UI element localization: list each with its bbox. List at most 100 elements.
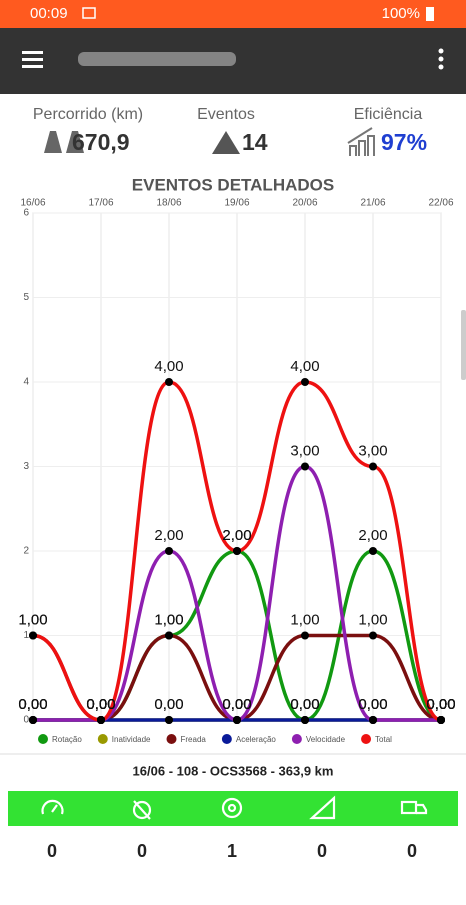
legend-label: Inatividade	[112, 735, 151, 744]
gallery-icon	[82, 7, 96, 19]
data-label: 0,00	[290, 696, 319, 713]
data-label: 0,00	[86, 696, 115, 713]
data-label: 0,00	[358, 696, 387, 713]
status-time: 00:09	[30, 5, 68, 22]
x-tick-label: 17/06	[88, 198, 113, 209]
data-point	[437, 716, 445, 724]
counter-value: 0	[407, 841, 417, 861]
legend-label: Velocidade	[306, 735, 346, 744]
data-label: 0,00	[154, 696, 183, 713]
data-label: 0,00	[154, 696, 183, 713]
data-label: 0,00	[86, 696, 115, 713]
data-label: 0,00	[426, 696, 455, 713]
status-bar	[0, 0, 466, 28]
blurred-title	[78, 52, 236, 66]
legend-swatch	[97, 734, 108, 744]
series-line	[33, 464, 441, 722]
data-label: 0,00	[426, 696, 455, 713]
data-label: 0,00	[86, 696, 115, 713]
stat-value: 14	[242, 129, 268, 155]
stat-value: 670,9	[72, 129, 130, 155]
status-battery: 100%	[382, 5, 420, 22]
data-label: 0,00	[426, 696, 455, 713]
data-label: 1,00	[358, 611, 387, 628]
counter-bar	[8, 791, 458, 826]
data-point	[233, 716, 241, 724]
data-label: 0,00	[290, 696, 319, 713]
data-label: 0,00	[86, 696, 115, 713]
x-tick-label: 18/06	[156, 198, 181, 209]
counter-icons	[41, 795, 428, 820]
data-point	[301, 716, 309, 724]
data-label: 4,00	[154, 358, 183, 375]
data-label: 2,00	[154, 527, 183, 544]
data-point	[369, 462, 377, 471]
data-label: 2,00	[358, 527, 387, 544]
stat-label: Eventos	[197, 106, 255, 123]
y-tick-label: 4	[23, 377, 29, 388]
x-tick-label: 21/06	[360, 198, 385, 209]
data-label: 2,00	[222, 527, 251, 544]
legend-label: Rotação	[52, 735, 82, 744]
more-button[interactable]	[438, 48, 444, 70]
data-label: 1,00	[18, 611, 47, 628]
y-tick-label: 1	[23, 630, 29, 641]
data-point	[97, 716, 105, 724]
counter-value: 1	[227, 841, 237, 861]
trip-info: 16/06 - 108 - OCS3568 - 363,9 km	[133, 763, 334, 778]
counter-value: 0	[317, 841, 327, 861]
data-label: 1,00	[18, 611, 47, 628]
data-label: 0,00	[290, 696, 319, 713]
y-tick-label: 0	[23, 715, 29, 726]
x-tick-label: 16/06	[20, 198, 45, 209]
data-label: 0,00	[18, 696, 47, 713]
data-point	[165, 631, 173, 640]
data-label: 1,00	[290, 611, 319, 628]
legend-label: Aceleração	[236, 735, 277, 744]
data-point	[369, 631, 377, 640]
data-point	[369, 547, 377, 555]
y-tick-label: 2	[23, 546, 29, 557]
data-label: 0,00	[358, 696, 387, 713]
data-label: 3,00	[358, 442, 387, 459]
y-tick-label: 3	[23, 461, 29, 472]
efficiency-icon	[347, 127, 375, 156]
x-tick-label: 20/06	[292, 198, 317, 209]
road-icon	[44, 131, 84, 153]
data-point	[233, 547, 241, 555]
y-tick-label: 6	[23, 208, 29, 219]
legend-swatch	[291, 734, 302, 744]
data-label: 0,00	[426, 696, 455, 713]
data-label: 2,00	[222, 527, 251, 544]
data-label: 0,00	[222, 696, 251, 713]
chart-title: EVENTOS DETALHADOS	[132, 175, 334, 194]
data-label: 1,00	[154, 611, 183, 628]
data-label: 0,00	[222, 696, 251, 713]
legend-label: Freada	[181, 735, 207, 744]
data-label: 0,00	[358, 696, 387, 713]
stat-label: Percorrido (km)	[33, 106, 143, 123]
data-label: 0,00	[86, 696, 115, 713]
data-point	[165, 378, 173, 386]
warning-icon	[212, 131, 240, 154]
data-label: 1,00	[154, 611, 183, 628]
data-point	[165, 716, 173, 724]
data-label: 0,00	[18, 696, 47, 713]
stat-value: 97%	[381, 129, 427, 155]
data-point	[29, 631, 37, 640]
legend-swatch	[221, 734, 232, 744]
legend-label: Total	[375, 735, 392, 744]
data-label: 0,00	[222, 696, 251, 713]
counter-value: 0	[137, 841, 147, 861]
legend-swatch	[361, 734, 372, 744]
data-label: 3,00	[290, 442, 319, 459]
data-point	[301, 631, 309, 640]
battery-icon	[426, 7, 434, 21]
y-tick-label: 5	[23, 292, 29, 303]
data-label: 0,00	[426, 696, 455, 713]
x-tick-label: 22/06	[428, 198, 453, 209]
scroll-indicator	[461, 310, 466, 380]
data-label: 0,00	[18, 696, 47, 713]
data-point	[369, 716, 377, 724]
menu-button[interactable]	[22, 51, 43, 68]
